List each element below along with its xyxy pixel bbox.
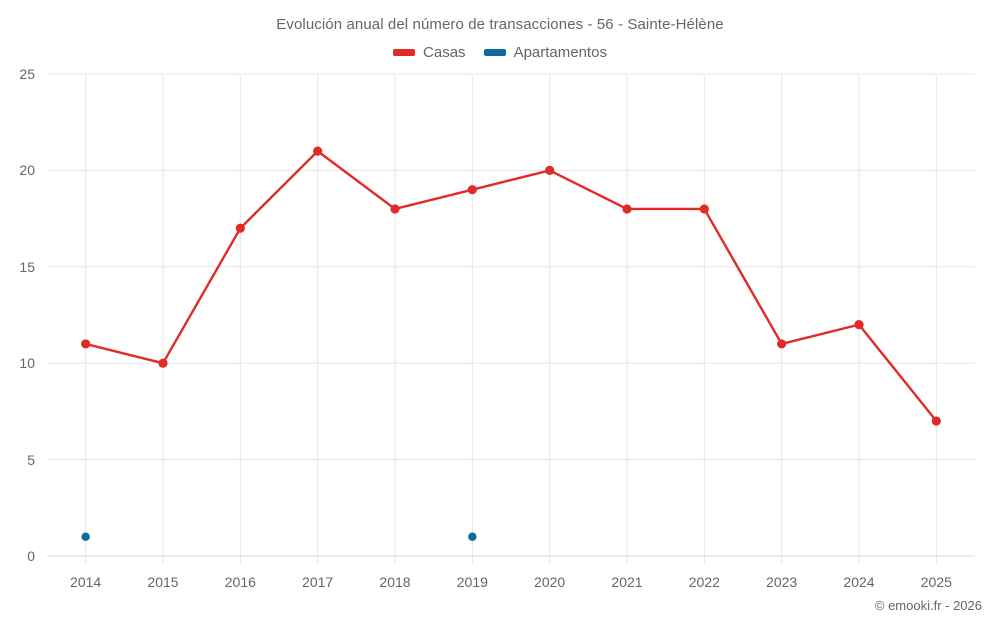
series-line (84, 149, 938, 423)
chart-legend: Casas Apartamentos (0, 44, 1000, 61)
data-point[interactable] (81, 339, 91, 349)
data-point[interactable] (699, 204, 709, 214)
data-point[interactable] (390, 204, 400, 214)
data-point[interactable] (545, 165, 555, 175)
legend-swatch-apartamentos (483, 49, 506, 56)
data-point[interactable] (467, 185, 477, 195)
legend-item-casas[interactable]: Casas (393, 44, 466, 61)
data-point[interactable] (622, 204, 632, 214)
chart-title: Evolución anual del número de transaccio… (276, 16, 724, 33)
data-point[interactable] (468, 532, 477, 541)
data-point[interactable] (854, 320, 864, 330)
legend-label-casas: Casas (423, 44, 466, 61)
legend-swatch-casas (393, 49, 416, 56)
series-apartamentos (81, 532, 477, 541)
data-point[interactable] (235, 223, 245, 233)
data-point[interactable] (81, 532, 90, 541)
legend-label-apartamentos: Apartamentos (513, 44, 607, 61)
data-point[interactable] (313, 146, 323, 156)
footer-credit: © emooki.fr - 2026 (874, 598, 982, 613)
data-point[interactable] (158, 358, 168, 368)
data-series (81, 146, 941, 541)
gridlines (47, 73, 975, 557)
data-point[interactable] (777, 339, 787, 349)
series-casas (81, 146, 941, 426)
axis-lines (47, 555, 975, 564)
data-point[interactable] (931, 416, 941, 426)
legend-item-apartamentos[interactable]: Apartamentos (483, 44, 607, 61)
